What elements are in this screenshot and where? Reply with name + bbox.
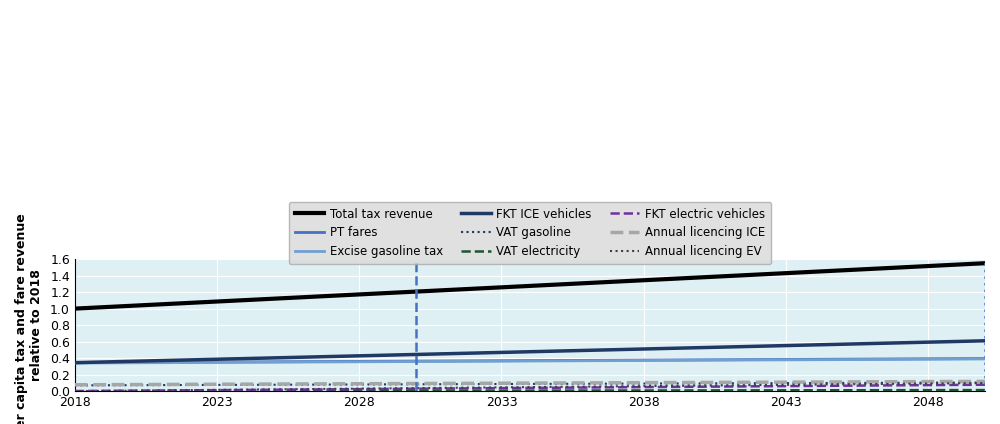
Legend: Total tax revenue, PT fares, Excise gasoline tax, FKT ICE vehicles, VAT gasoline: Total tax revenue, PT fares, Excise gaso… bbox=[289, 201, 771, 264]
Y-axis label: Per capita tax and fare revenue
relative to 2018: Per capita tax and fare revenue relative… bbox=[15, 213, 43, 424]
